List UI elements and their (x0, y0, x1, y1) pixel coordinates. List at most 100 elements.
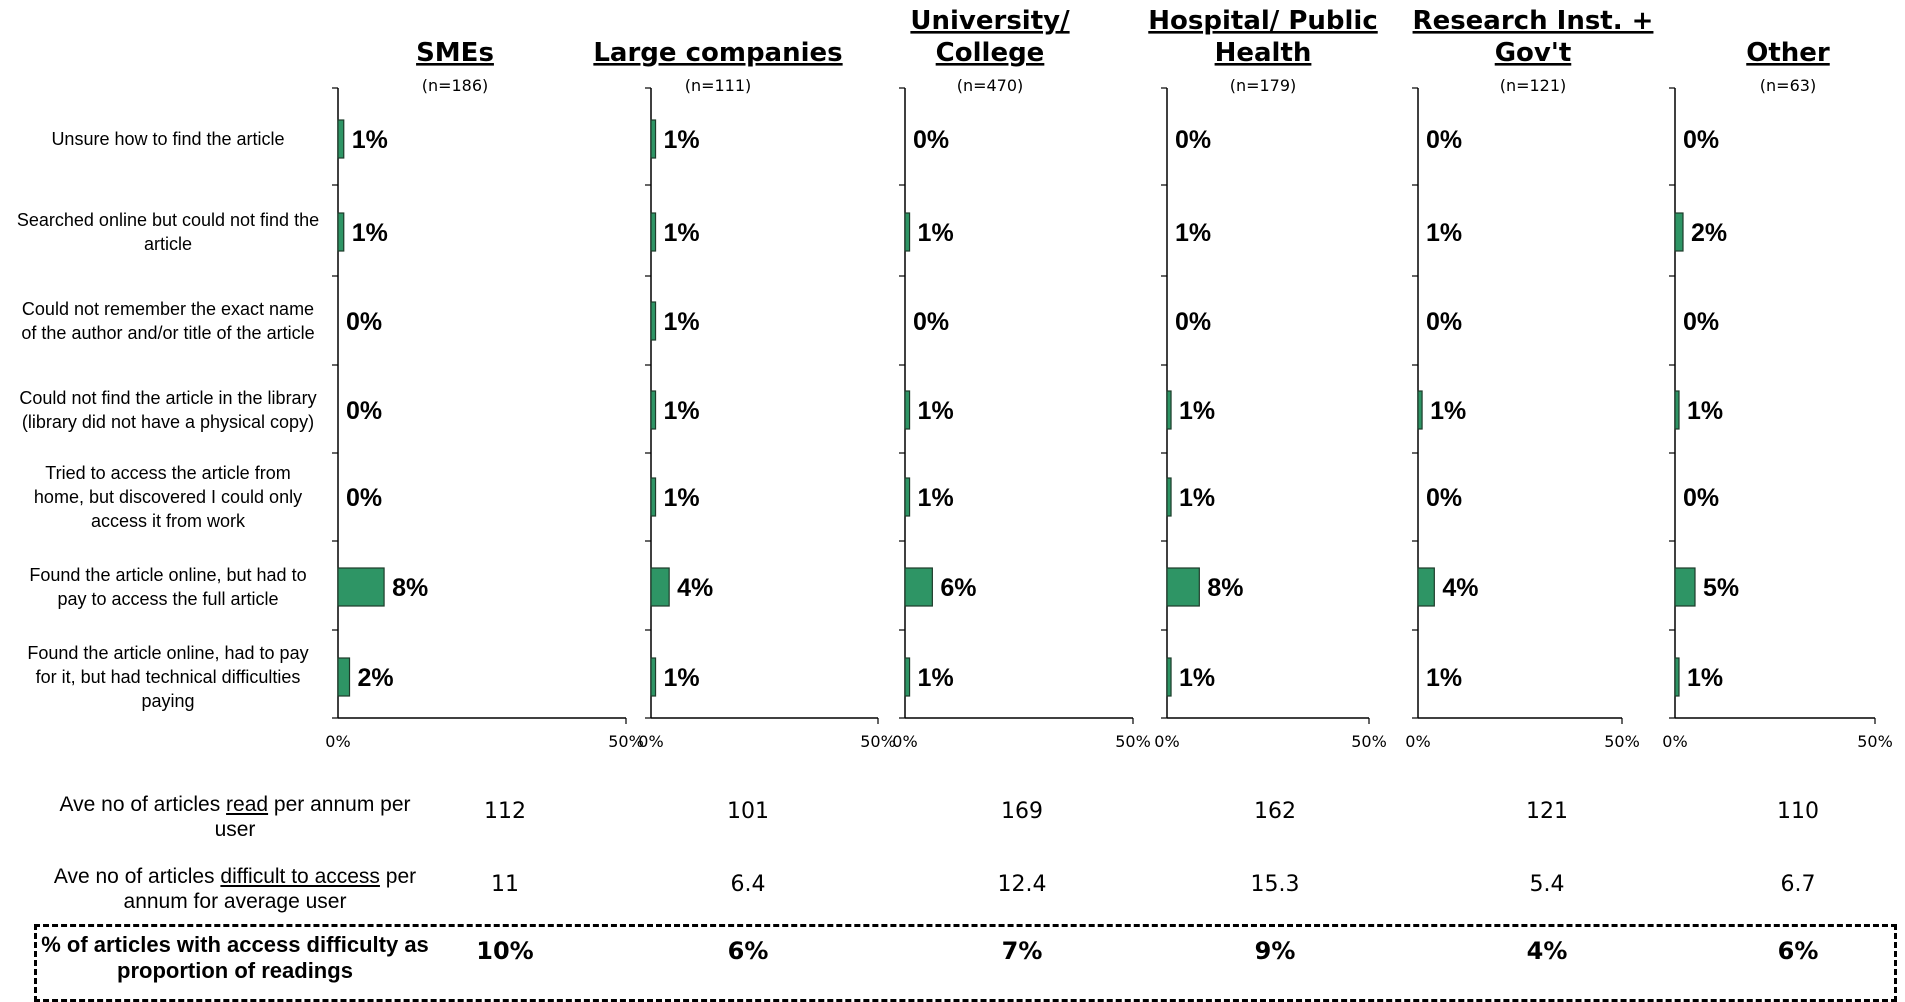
bar (337, 119, 345, 159)
category-label-line: access it from work (91, 511, 246, 531)
bar-value-label: 0% (1426, 484, 1462, 512)
bar-value-label: 1% (1426, 664, 1462, 692)
bar (650, 301, 657, 341)
x-tick-label: 0% (1405, 732, 1430, 751)
category-label-line: Tried to access the article from (45, 463, 290, 483)
panel-title: Large companies (593, 38, 842, 68)
bar-value-label: 0% (1426, 308, 1462, 336)
stat-pct-value: 6% (1778, 937, 1819, 965)
category-label: Could not remember the exact name of the … (21, 299, 314, 343)
x-tick-label: 50% (1351, 732, 1387, 751)
x-tick-label: 0% (1662, 732, 1687, 751)
category-label: Unsure how to find the article (51, 129, 284, 149)
panel-title: University/ (910, 6, 1070, 36)
bar-value-label: 2% (358, 664, 394, 692)
category-label-line: pay to access the full article (57, 589, 278, 609)
stat-label-read: Ave no of articles read per annum per us… (40, 792, 430, 842)
stat-label-difficult-underlined: difficult to access (220, 865, 380, 888)
bar-value-label: 1% (1179, 397, 1215, 425)
bar-value-label: 1% (918, 397, 954, 425)
bar-value-label: 5% (1703, 574, 1739, 602)
bar-value-label: 1% (1175, 219, 1211, 247)
bar (904, 477, 911, 517)
bar-value-label: 1% (1179, 664, 1215, 692)
bar (337, 567, 385, 607)
bar (1166, 390, 1172, 430)
bar-value-label: 8% (392, 574, 428, 602)
bar (904, 390, 911, 430)
category-label-line: home, but discovered I could only (34, 487, 302, 507)
stat-value: 12.4 (998, 872, 1047, 897)
stat-value: 11 (491, 872, 519, 897)
bar-value-label: 1% (1426, 219, 1462, 247)
stat-label-difficult: Ave no of articles difficult to access p… (40, 864, 430, 914)
panel-n-label: (n=121) (1500, 76, 1567, 95)
bar-value-label: 0% (1175, 126, 1211, 154)
category-label-line: Found the article online, but had to (29, 565, 306, 585)
bar-value-label: 0% (913, 126, 949, 154)
bar-value-label: 2% (1691, 219, 1727, 247)
bar-value-label: 0% (1683, 484, 1719, 512)
bar-value-label: 0% (1683, 126, 1719, 154)
bar-value-label: 4% (1442, 574, 1478, 602)
bar-value-label: 0% (913, 308, 949, 336)
category-label-line: Unsure how to find the article (51, 129, 284, 149)
bar (650, 212, 657, 252)
bar-value-label: 0% (346, 484, 382, 512)
bar-value-label: 1% (664, 219, 700, 247)
stat-pct-value: 10% (476, 937, 533, 965)
stat-value: 112 (484, 799, 526, 824)
bar (650, 657, 657, 697)
bar-value-label: 1% (918, 664, 954, 692)
panel: Large companies(n=111)0% 50%1%1%1%1%1%4%1… (593, 38, 895, 751)
bar (1166, 567, 1200, 607)
bar (1417, 390, 1423, 430)
bar (1417, 567, 1435, 607)
bar-value-label: 1% (664, 664, 700, 692)
x-tick-label: 0% (1154, 732, 1179, 751)
stat-label-difficult-pre: Ave no of articles (53, 865, 221, 888)
x-tick-label: 0% (892, 732, 917, 751)
category-label: Found the article online, but had to pay … (29, 565, 306, 609)
x-tick-label: 50% (608, 732, 644, 751)
bar-value-label: 1% (1687, 664, 1723, 692)
panel: SMEs (n=186) 0% 50% 1% 1% 0% 0% 0% 8% 2% (325, 38, 643, 751)
bar-value-label: 0% (1683, 308, 1719, 336)
panel-title: Other (1746, 38, 1830, 68)
bar (1674, 212, 1684, 252)
bar (650, 567, 670, 607)
bar (1674, 567, 1696, 607)
category-label-line: for it, but had technical difficulties (36, 667, 301, 687)
bar (1166, 657, 1172, 697)
stat-pct-value: 6% (728, 937, 769, 965)
panel-n-label: (n=63) (1760, 76, 1816, 95)
panel-n-label: (n=179) (1230, 76, 1297, 95)
bar (1166, 477, 1172, 517)
stat-label-difficult-post: per annum for average user (123, 865, 417, 913)
stat-label-read-post: per annum per user (214, 793, 411, 841)
x-tick-label: 50% (1115, 732, 1151, 751)
bar-value-label: 1% (352, 219, 388, 247)
bar-value-label: 8% (1207, 574, 1243, 602)
category-label-line: Found the article online, had to pay (27, 643, 308, 663)
stat-label-read-underlined: read (226, 793, 269, 816)
category-label: Searched online but could not find the ar… (17, 210, 319, 254)
stat-value: 169 (1001, 799, 1043, 824)
category-label-line: of the author and/or title of the articl… (21, 323, 314, 343)
bar-value-label: 1% (352, 126, 388, 154)
stat-value: 110 (1777, 799, 1819, 824)
bar-value-label: 1% (1687, 397, 1723, 425)
x-tick-label: 50% (1604, 732, 1640, 751)
category-label: Could not find the article in the librar… (19, 388, 316, 432)
panel-title: Gov't (1495, 38, 1572, 68)
category-label: Found the article online, had to pay for … (27, 643, 308, 711)
stat-pct-value: 7% (1002, 937, 1043, 965)
stat-label-read-pre: Ave no of articles (59, 793, 227, 816)
bar (904, 567, 933, 607)
bar (904, 657, 911, 697)
panel-title: SMEs (416, 38, 494, 68)
bar-value-label: 6% (940, 574, 976, 602)
x-tick-label: 0% (638, 732, 663, 751)
